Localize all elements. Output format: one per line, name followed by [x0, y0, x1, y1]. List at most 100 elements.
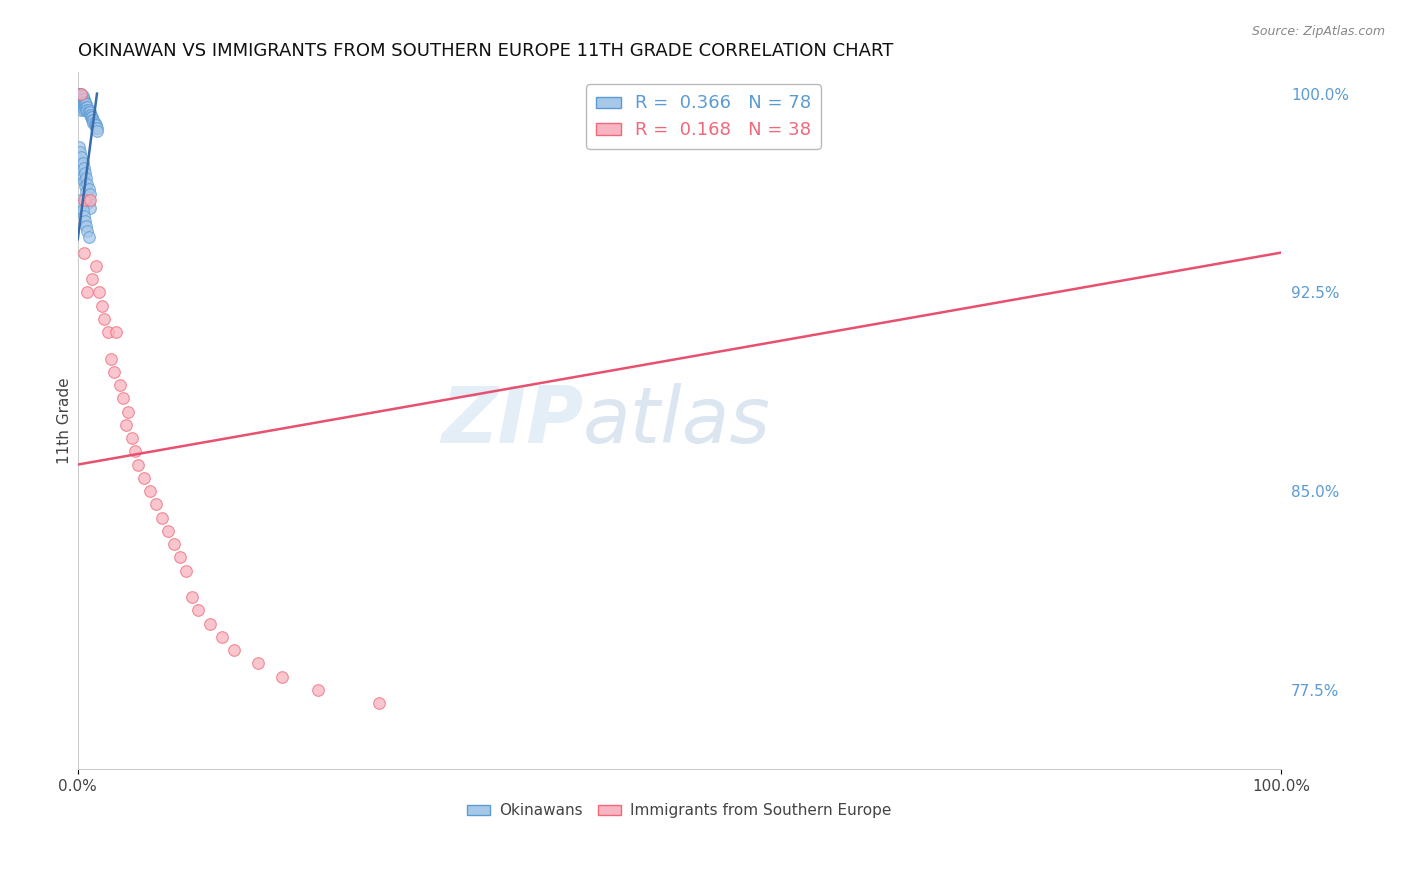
Point: [76, 103, 98, 117]
Point: [174, 564, 197, 578]
Point: [72, 203, 94, 218]
Text: ZIP: ZIP: [441, 383, 583, 458]
Point: [108, 378, 131, 392]
Point: [72, 95, 94, 109]
Point: [124, 444, 146, 458]
Point: [83, 116, 105, 130]
Point: [72, 100, 94, 114]
Point: [75, 219, 97, 233]
Point: [70, 198, 93, 212]
Point: [117, 404, 139, 418]
Point: [69, 100, 91, 114]
Point: [73, 95, 96, 109]
Point: [73, 103, 96, 117]
Point: [73, 97, 96, 112]
Point: [271, 669, 294, 683]
Point: [367, 696, 389, 710]
Point: [84, 121, 107, 136]
Point: [69, 193, 91, 207]
Point: [76, 285, 98, 300]
Point: [169, 550, 191, 565]
Point: [163, 537, 186, 551]
Point: [77, 182, 100, 196]
Point: [121, 431, 143, 445]
Point: [139, 484, 162, 499]
Y-axis label: 11th Grade: 11th Grade: [58, 377, 72, 464]
Point: [187, 603, 209, 617]
Point: [70, 97, 93, 112]
Point: [67, 87, 90, 101]
Point: [103, 365, 125, 379]
Point: [73, 92, 96, 106]
Point: [80, 108, 103, 122]
Point: [224, 643, 246, 657]
Point: [73, 174, 96, 188]
Point: [75, 97, 97, 112]
Point: [198, 616, 221, 631]
Point: [73, 209, 96, 223]
Point: [79, 187, 101, 202]
Point: [77, 229, 100, 244]
Text: atlas: atlas: [583, 383, 770, 458]
Point: [70, 87, 93, 101]
Point: [69, 97, 91, 112]
Point: [112, 392, 135, 406]
Point: [247, 657, 270, 671]
Point: [69, 145, 91, 159]
Point: [82, 113, 104, 128]
Point: [69, 95, 91, 109]
Point: [67, 153, 90, 167]
Point: [156, 524, 179, 538]
Point: [73, 179, 96, 194]
Point: [86, 124, 108, 138]
Point: [80, 111, 103, 125]
Point: [79, 201, 101, 215]
Point: [77, 195, 100, 210]
Point: [76, 177, 98, 191]
Point: [97, 325, 120, 339]
Text: Source: ZipAtlas.com: Source: ZipAtlas.com: [1251, 25, 1385, 38]
Point: [70, 87, 93, 101]
Point: [89, 285, 111, 300]
Point: [76, 190, 98, 204]
Point: [77, 103, 100, 117]
Point: [150, 510, 173, 524]
Point: [67, 139, 90, 153]
Point: [132, 471, 155, 485]
Point: [73, 193, 96, 207]
Point: [72, 89, 94, 103]
Point: [73, 245, 96, 260]
Point: [100, 351, 122, 366]
Point: [72, 155, 94, 169]
Point: [70, 100, 93, 114]
Point: [72, 92, 94, 106]
Point: [73, 214, 96, 228]
Legend: Okinawans, Immigrants from Southern Europe: Okinawans, Immigrants from Southern Euro…: [461, 797, 898, 824]
Point: [67, 89, 90, 103]
Point: [69, 87, 91, 101]
Point: [75, 171, 97, 186]
Point: [77, 105, 100, 120]
Point: [105, 325, 128, 339]
Point: [84, 119, 107, 133]
Point: [76, 224, 98, 238]
Point: [70, 150, 93, 164]
Point: [83, 119, 105, 133]
Point: [145, 497, 167, 511]
Point: [127, 458, 149, 472]
Point: [76, 100, 98, 114]
Point: [73, 97, 96, 112]
Point: [70, 95, 93, 109]
Point: [82, 116, 104, 130]
Point: [75, 103, 97, 117]
Point: [70, 103, 93, 117]
Point: [73, 100, 96, 114]
Point: [84, 259, 107, 273]
Point: [75, 185, 97, 199]
Point: [70, 92, 93, 106]
Point: [82, 111, 104, 125]
Point: [69, 92, 91, 106]
Point: [75, 100, 97, 114]
Point: [211, 630, 233, 644]
Point: [67, 92, 90, 106]
